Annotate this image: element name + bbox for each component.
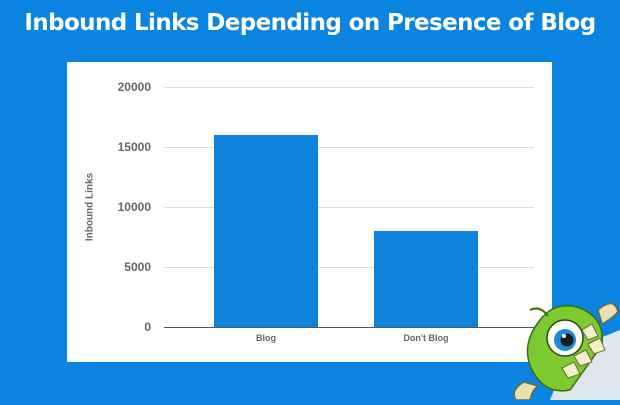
gridline-15000 <box>164 147 534 148</box>
x-axis-baseline <box>164 327 534 328</box>
green-monster-mascot-icon <box>510 290 620 401</box>
x-tick-label-dont-blog: Don't Blog <box>403 333 449 343</box>
x-tick-label-blog: Blog <box>256 333 276 343</box>
chart-title: Inbound Links Depending on Presence of B… <box>24 10 596 36</box>
y-tick-label: 20000 <box>117 80 151 94</box>
y-tick-label: 10000 <box>117 200 151 214</box>
gridline-10000 <box>164 207 534 208</box>
y-tick-label: 15000 <box>117 140 151 154</box>
y-tick-label: 5000 <box>124 260 151 274</box>
gridline-20000 <box>164 87 534 88</box>
y-tick-label: 0 <box>144 320 151 334</box>
bar-dont-blog <box>374 231 478 327</box>
y-axis-label: Inbound Links <box>84 172 96 242</box>
bar-blog <box>214 135 318 327</box>
gridline-5000 <box>164 267 534 268</box>
chart-panel: 20000 15000 10000 5000 0 Inbound Links B… <box>67 62 552 362</box>
